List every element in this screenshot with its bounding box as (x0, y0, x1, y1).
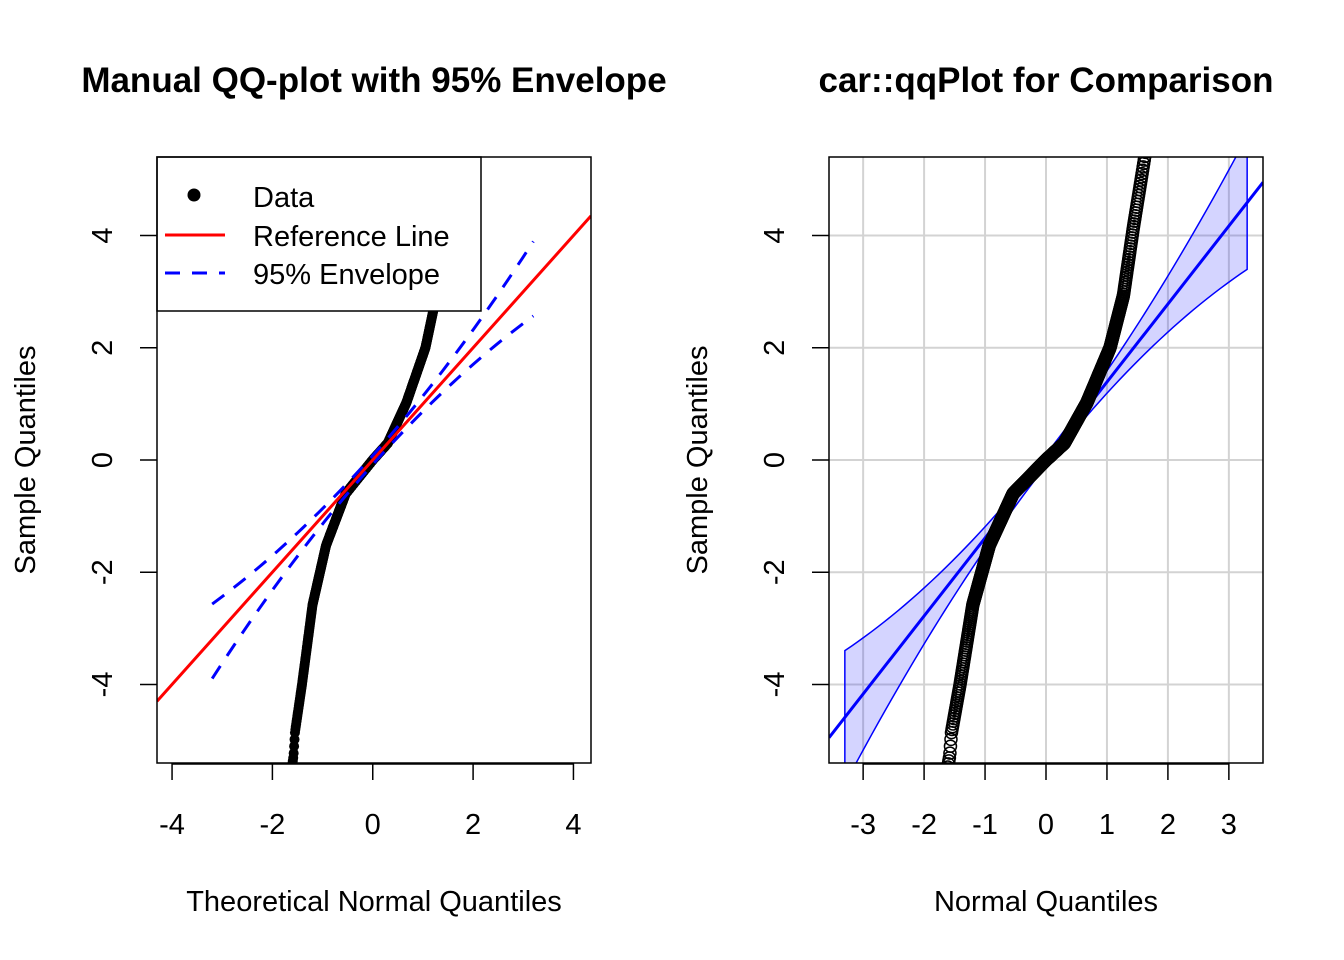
data-point (941, 757, 955, 763)
x-tick-label: -2 (911, 809, 937, 841)
data-point (943, 746, 957, 760)
y-tick-label: 0 (87, 452, 119, 468)
x-tick-label: 0 (365, 809, 381, 841)
y-tick-label: 0 (759, 452, 791, 468)
x-tick-label: 2 (1160, 809, 1176, 841)
left-panel: Manual QQ-plot with 95% Envelope Data Re… (10, 61, 667, 918)
data-point (942, 760, 954, 763)
legend-label-envelope: 95% Envelope (253, 259, 440, 291)
left-x-axis-label: Theoretical Normal Quantiles (186, 886, 562, 918)
y-tick-label: -4 (87, 672, 119, 698)
x-tick-label: -2 (260, 809, 286, 841)
legend-label-reference-line: Reference Line (253, 221, 450, 253)
x-tick-label: 3 (1221, 809, 1237, 841)
envelope-lower-line (210, 314, 535, 680)
reference-line (157, 214, 591, 703)
x-tick-label: 0 (1038, 809, 1054, 841)
right-axes: -3 -2 -1 0 1 2 3 -4 -2 0 2 4 (759, 227, 1237, 841)
data-point (1140, 157, 1151, 160)
x-tick-label: 4 (565, 809, 581, 841)
legend-label-data: Data (253, 182, 315, 214)
x-tick-label: -3 (850, 809, 876, 841)
data-point (1138, 157, 1152, 164)
legend: Data Reference Line 95% Envelope (156, 156, 482, 312)
data-point (943, 739, 958, 753)
y-tick-label: 2 (759, 340, 791, 356)
right-panel: car::qqPlot for Comparison -3 -2 -1 0 1 2 3-4-… (682, 61, 1274, 918)
legend-data-marker (187, 188, 201, 202)
y-tick-label: -2 (759, 559, 791, 585)
right-plot-area (829, 157, 1263, 763)
y-tick-label: 2 (87, 340, 119, 356)
data-point (944, 732, 958, 747)
x-tick-label: -1 (972, 809, 998, 841)
left-chart-title: Manual QQ-plot with 95% Envelope (81, 61, 666, 100)
right-x-axis-label: Normal Quantiles (934, 886, 1158, 918)
right-chart-title: car::qqPlot for Comparison (818, 61, 1273, 100)
left-y-axis-label: Sample Quantiles (10, 346, 42, 575)
y-tick-label: 4 (87, 227, 119, 243)
x-tick-label: 1 (1099, 809, 1115, 841)
right-y-axis-label: Sample Quantiles (682, 346, 714, 575)
y-tick-label: -4 (759, 672, 791, 698)
x-tick-label: -4 (159, 809, 185, 841)
x-tick-label: 2 (465, 809, 481, 841)
left-axes: -4 -2 0 2 4 -4 -2 0 2 4 (87, 227, 582, 841)
y-tick-label: -2 (87, 559, 119, 585)
envelope-upper-line (211, 240, 535, 606)
y-tick-label: 4 (759, 227, 791, 243)
